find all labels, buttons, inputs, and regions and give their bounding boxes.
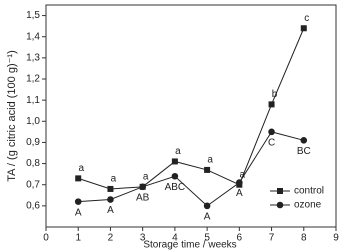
legend-label: ozone xyxy=(294,200,322,211)
x-tick-label: 4 xyxy=(172,233,178,244)
y-tick-label: 0,6 xyxy=(26,200,40,211)
marker xyxy=(276,201,284,209)
annotation: A xyxy=(75,207,82,218)
annotation: b xyxy=(272,89,278,100)
marker xyxy=(277,188,283,194)
y-tick-label: 0,9 xyxy=(26,137,40,148)
annotation: a xyxy=(207,155,213,166)
y-axis-label: TA / (g citric acid (100 g)⁻¹) xyxy=(6,50,18,182)
y-tick-label: 1,0 xyxy=(26,116,40,127)
x-tick-label: 5 xyxy=(204,233,210,244)
annotation: a xyxy=(111,174,117,185)
annotation: A xyxy=(236,188,243,199)
series-line xyxy=(78,28,305,190)
annotation: A xyxy=(204,211,211,222)
annotation: a xyxy=(175,146,181,157)
x-tick-label: 6 xyxy=(237,233,243,244)
plot-frame xyxy=(45,4,337,228)
annotation: c xyxy=(304,13,309,24)
x-tick-label: 9 xyxy=(333,233,339,244)
x-tick-label: 1 xyxy=(75,233,81,244)
x-axis-label: Storage time / weeks xyxy=(143,240,236,251)
y-tick-label: 1,2 xyxy=(26,74,40,85)
annotation: C xyxy=(268,137,275,148)
x-tick-label: 2 xyxy=(108,233,114,244)
annotation: a xyxy=(143,171,149,182)
marker xyxy=(300,25,307,32)
marker xyxy=(75,175,82,182)
legend-box xyxy=(264,184,334,217)
y-tick-label: 0,7 xyxy=(26,179,40,190)
x-tick-label: 3 xyxy=(140,233,146,244)
y-tick-label: 1,5 xyxy=(26,10,40,21)
annotation: a xyxy=(78,163,84,174)
annotation: BC xyxy=(297,146,311,157)
y-tick-label: 1,3 xyxy=(26,52,40,63)
marker xyxy=(171,172,179,180)
y-tick-label: 0,8 xyxy=(26,158,40,169)
annotation: AB xyxy=(136,192,150,203)
marker xyxy=(203,202,211,210)
marker xyxy=(204,166,211,173)
marker xyxy=(139,183,146,191)
annotation: a xyxy=(240,169,246,180)
x-tick-label: 8 xyxy=(301,233,307,244)
marker xyxy=(268,101,275,108)
marker xyxy=(74,198,82,205)
series-line xyxy=(78,131,304,207)
marker xyxy=(300,137,308,144)
annotation: A xyxy=(107,205,114,216)
marker xyxy=(268,128,275,136)
marker xyxy=(107,185,114,192)
marker xyxy=(236,179,243,186)
legend-label: control xyxy=(294,186,324,197)
y-tick-label: 1,4 xyxy=(26,31,40,42)
x-tick-label: 7 xyxy=(269,233,275,244)
y-tick-label: 1,1 xyxy=(26,95,40,106)
marker xyxy=(107,196,114,203)
x-tick-label: 0 xyxy=(43,233,49,244)
annotation: ABC xyxy=(165,182,186,193)
marker xyxy=(171,158,178,165)
